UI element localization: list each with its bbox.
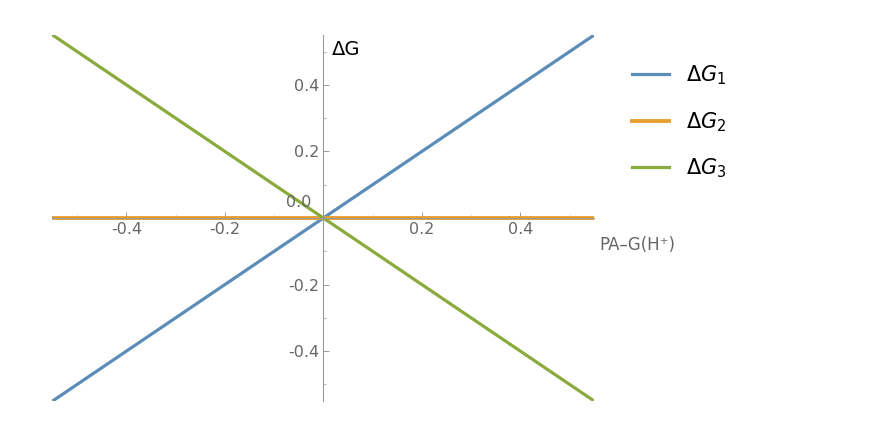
Legend: $\Delta G_1$, $\Delta G_2$, $\Delta G_3$: $\Delta G_1$, $\Delta G_2$, $\Delta G_3$ [632, 64, 726, 180]
Text: ΔG: ΔG [332, 41, 361, 59]
Text: 0.0: 0.0 [286, 195, 311, 210]
Text: PA–G(H⁺): PA–G(H⁺) [600, 236, 676, 254]
